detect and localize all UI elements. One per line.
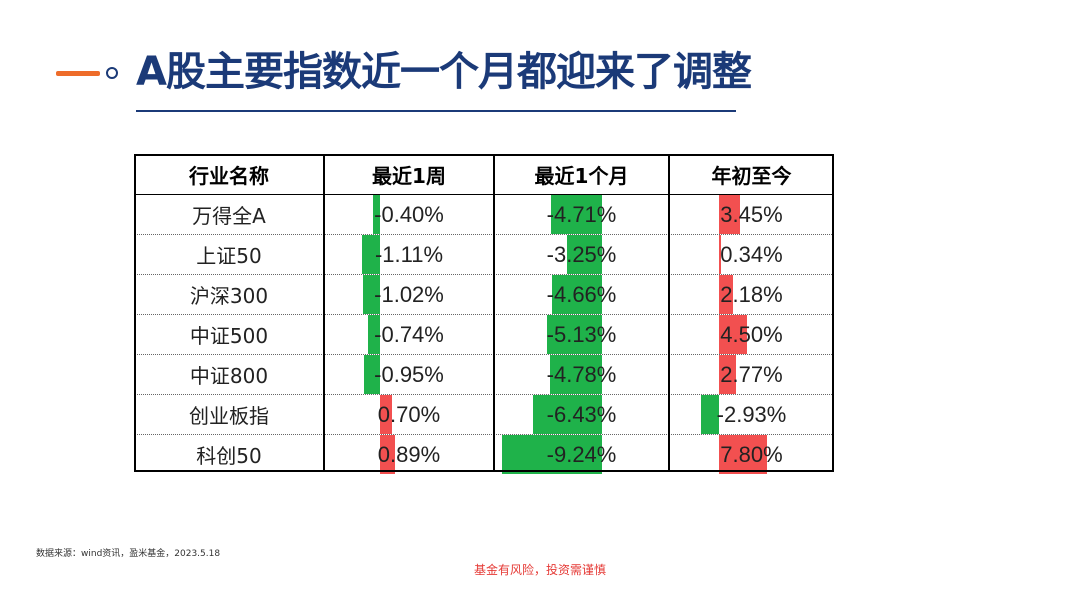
value-label-week: 0.89%	[377, 442, 441, 467]
cell-week: 0.70%	[324, 394, 494, 435]
table-row: 创业板指 0.70% -6.43% -2.93%	[134, 394, 834, 435]
cell-ytd: 7.80%	[669, 435, 834, 474]
title-accent-dash	[56, 71, 100, 76]
bar-month-negative	[551, 275, 602, 314]
column-header-ytd: 年初至今	[669, 154, 834, 195]
cell-week: -0.74%	[324, 314, 494, 355]
bar-week-negative	[367, 315, 380, 354]
index-name: 上证50	[134, 234, 324, 275]
value-label-month: -5.13%	[546, 322, 617, 347]
cell-month: -6.43%	[494, 394, 669, 435]
value-label-week: -0.95%	[374, 362, 444, 387]
bar-ytd-positive	[719, 435, 768, 474]
page-title: A股主要指数近一个月都迎来了调整	[136, 49, 752, 95]
value-label-ytd: 2.77%	[720, 362, 783, 387]
cell-week: -1.11%	[324, 234, 494, 275]
column-header-month: 最近1个月	[494, 154, 669, 195]
bar-ytd-positive	[719, 275, 733, 314]
cell-month: -4.71%	[494, 194, 669, 235]
table-row: 上证50 -1.11% -3.25% 0.34%	[134, 234, 834, 275]
value-label-ytd: -2.93%	[716, 402, 787, 427]
value-label-month: -4.78%	[546, 362, 617, 387]
bar-week-negative	[361, 235, 380, 274]
value-label-week: -0.40%	[374, 202, 444, 227]
index-name: 沪深300	[134, 274, 324, 315]
cell-month: -3.25%	[494, 234, 669, 275]
table-row: 中证800 -0.95% -4.78% 2.77%	[134, 354, 834, 395]
value-label-week: 0.70%	[377, 402, 441, 427]
cell-week: -0.40%	[324, 194, 494, 235]
index-name: 中证500	[134, 314, 324, 355]
risk-disclaimer: 基金有风险，投资需谨慎	[473, 563, 606, 577]
bar-week-negative	[373, 195, 380, 234]
table-body: 万得全A -0.40% -4.71% 3.45% 上证50 -1.11% -3.25% 0.3…	[134, 194, 834, 474]
value-label-ytd: 7.80%	[720, 442, 783, 467]
title-underline	[136, 110, 736, 112]
title-accent-ring	[106, 67, 118, 79]
bar-month-negative	[566, 235, 602, 274]
cell-ytd: 2.18%	[669, 274, 834, 315]
table-row: 万得全A -0.40% -4.71% 3.45%	[134, 194, 834, 235]
value-label-month: -4.71%	[546, 202, 617, 227]
value-label-month: -6.43%	[546, 402, 617, 427]
data-source-note: 数据来源：wind资讯，盈米基金，2023.5.18	[36, 549, 221, 559]
index-name: 中证800	[134, 354, 324, 395]
bar-month-negative	[550, 355, 602, 394]
cell-week: -1.02%	[324, 274, 494, 315]
index-name: 科创50	[196, 444, 262, 468]
bar-week-positive	[380, 435, 395, 474]
cell-month: -5.13%	[494, 314, 669, 355]
value-label-month: -9.24%	[546, 442, 617, 467]
index-performance-table: 行业名称 最近1周 最近1个月 年初至今 万得全A -0.40% -4.71% 3.4…	[134, 154, 834, 474]
cell-ytd: 2.77%	[669, 354, 834, 395]
bar-month-negative	[551, 195, 602, 234]
cell-ytd: 0.34%	[669, 234, 834, 275]
bar-ytd-negative	[700, 395, 719, 434]
table-row: 科创50 0.89% -9.24% 7.80%	[134, 435, 834, 474]
value-label-week: -1.11%	[374, 242, 444, 267]
table-header-row: 行业名称 最近1周 最近1个月 年初至今	[134, 154, 834, 195]
column-header-name: 行业名称	[134, 154, 324, 195]
cell-month: -4.78%	[494, 354, 669, 395]
cell-ytd: -2.93%	[669, 394, 834, 435]
cell-month: -4.66%	[494, 274, 669, 315]
bar-ytd-positive	[719, 195, 741, 234]
bar-ytd-positive	[719, 235, 722, 274]
bar-week-negative	[364, 355, 380, 394]
value-label-month: -4.66%	[546, 282, 617, 307]
value-label-week: -1.02%	[374, 282, 444, 307]
cell-month: -9.24%	[494, 435, 669, 474]
cell-week: 0.89%	[324, 435, 494, 474]
bar-week-positive	[380, 395, 392, 434]
bar-month-negative	[546, 315, 602, 354]
value-label-ytd: 4.50%	[720, 322, 783, 347]
bar-month-negative	[532, 395, 602, 434]
value-label-week: -0.74%	[374, 322, 444, 347]
value-label-ytd: 2.18%	[720, 282, 783, 307]
table-row: 沪深300 -1.02% -4.66% 2.18%	[134, 274, 834, 315]
bar-month-negative	[502, 435, 602, 474]
index-name: 创业板指	[134, 394, 324, 435]
table-row: 中证500 -0.74% -5.13% 4.50%	[134, 314, 834, 355]
value-label-ytd: 0.34%	[720, 242, 783, 267]
cell-ytd: 3.45%	[669, 194, 834, 235]
value-label-month: -3.25%	[546, 242, 617, 267]
column-header-week: 最近1周	[324, 154, 494, 195]
bar-ytd-positive	[719, 315, 747, 354]
cell-week: -0.95%	[324, 354, 494, 395]
cell-ytd: 4.50%	[669, 314, 834, 355]
bar-week-negative	[363, 275, 380, 314]
index-name: 万得全A	[134, 194, 324, 235]
value-label-ytd: 3.45%	[720, 202, 783, 227]
bar-ytd-positive	[719, 355, 737, 394]
